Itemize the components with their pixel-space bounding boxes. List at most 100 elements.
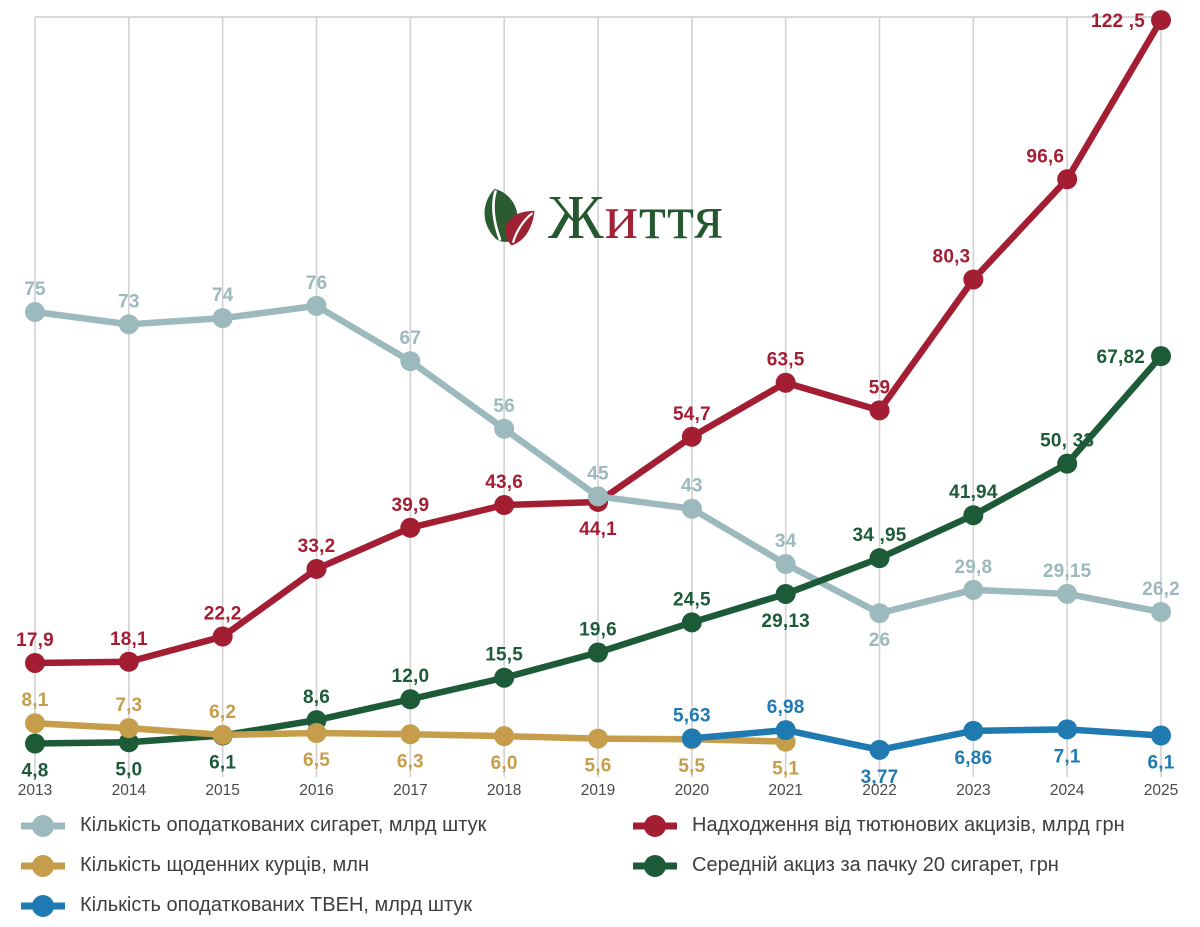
- series-labels-excise-revenue: 17,9 18,1 22,2 33,2 39,9 43,6 44,1 54,7 63,5 59 80…: [16, 11, 1145, 651]
- data-label: 8,1: [21, 690, 48, 711]
- data-label: 43: [681, 476, 703, 497]
- data-label: 6,98: [767, 697, 805, 718]
- data-label: 73: [118, 291, 140, 312]
- data-label: 45: [587, 463, 609, 484]
- legend-label: Надходження від тютюнових акцизів, млрд …: [692, 814, 1125, 836]
- data-point: [1057, 583, 1078, 604]
- data-label: 96,6: [1026, 146, 1064, 167]
- data-label: 5,0: [115, 759, 142, 780]
- legend-marker-icon: [21, 854, 65, 877]
- data-label: 18,1: [110, 629, 148, 650]
- series-labels-daily-smokers: 8,1 7,3 6,2 6,5 6,3 6,0 5,6 5,5 5,1: [21, 690, 799, 779]
- x-axis-label: 2021: [768, 782, 802, 799]
- data-point: [212, 724, 233, 745]
- data-label: 22,2: [204, 604, 242, 625]
- data-label: 6,2: [209, 702, 236, 723]
- logo: Життя: [0, 183, 1200, 253]
- data-point: [494, 495, 515, 516]
- data-point: [306, 558, 327, 579]
- data-label: 19,6: [579, 620, 617, 641]
- x-axis-label: 2023: [956, 782, 990, 799]
- data-point: [118, 718, 139, 739]
- data-point: [963, 269, 984, 290]
- data-point: [681, 426, 702, 447]
- data-point: [306, 295, 327, 316]
- data-point: [25, 733, 45, 754]
- x-axis-label: 2015: [205, 782, 239, 799]
- legend-marker-icon: [633, 854, 677, 877]
- data-point: [118, 651, 139, 672]
- legend-label: Кількість оподаткованих ТВЕН, млрд штук: [80, 894, 473, 916]
- data-point: [118, 732, 139, 753]
- legend-label: Середній акциз за пачку 20 сигарет, грн: [692, 854, 1059, 876]
- data-point: [212, 626, 233, 647]
- data-label: 29,8: [954, 557, 992, 578]
- leaf-icon: [484, 188, 535, 246]
- data-point: [775, 720, 796, 741]
- data-label: 75: [24, 279, 46, 300]
- x-axis-label: 2013: [18, 782, 52, 799]
- data-point: [494, 726, 515, 747]
- data-label: 63,5: [767, 350, 805, 371]
- data-label: 76: [306, 273, 328, 294]
- data-point: [400, 724, 421, 745]
- data-label: 34 ,95: [852, 525, 906, 546]
- data-point: [494, 418, 515, 439]
- logo-text-part: ття: [638, 184, 724, 252]
- data-label: 29,15: [1043, 561, 1092, 582]
- data-label: 7,1: [1054, 746, 1081, 767]
- data-label: 6,1: [209, 753, 236, 774]
- data-point: [400, 351, 421, 372]
- data-point: [963, 720, 984, 741]
- data-label: 80,3: [933, 246, 971, 267]
- series-labels-taxed-cigarettes: 75 73 74 76 67 56 45 43 34 26 29,8 29,15 26,2: [24, 273, 1179, 651]
- data-point: [1151, 10, 1171, 31]
- data-label: 26: [869, 630, 891, 651]
- legend-column-left: Кількість оподаткованих сигарет, млрд шт…: [20, 812, 486, 927]
- data-point: [775, 554, 796, 575]
- data-point: [869, 739, 890, 760]
- legend-label: Кількість щоденних курців, млн: [80, 854, 370, 876]
- data-point: [1151, 725, 1171, 746]
- data-label: 39,9: [391, 495, 429, 516]
- legend-marker-icon: [21, 814, 65, 837]
- data-point: [681, 498, 702, 519]
- line-chart: 17,9 18,1 22,2 33,2 39,9 43,6 44,1 54,7 63,5 59 80…: [16, 10, 1180, 799]
- data-point: [25, 302, 45, 323]
- data-point: [775, 583, 796, 604]
- logo-text: Життя: [548, 187, 724, 249]
- data-label: 44,1: [579, 519, 617, 540]
- data-label: 33,2: [298, 536, 336, 557]
- data-label: 56: [493, 396, 515, 417]
- data-point: [681, 612, 702, 633]
- data-label: 54,7: [673, 404, 711, 425]
- x-axis-label: 2018: [487, 782, 521, 799]
- series-labels-avg-excise-pack: 4,8 5,0 6,1 8,6 12,0 15,5 19,6 24,5 29,13 34 ,95 4…: [21, 347, 1144, 781]
- x-axis-label: 2017: [393, 782, 427, 799]
- data-label: 6,0: [491, 753, 518, 774]
- data-point: [869, 548, 890, 569]
- data-point: [588, 642, 608, 663]
- data-label: 4,8: [21, 760, 48, 781]
- data-label: 6,1: [1147, 753, 1174, 774]
- data-label: 43,6: [485, 472, 523, 493]
- x-axis-label: 2022: [862, 782, 896, 799]
- data-point: [25, 652, 45, 673]
- legend-item-excise-revenue: Надходження від тютюнових акцизів, млрд …: [632, 812, 1125, 839]
- logo-text-part: и: [604, 184, 639, 252]
- x-axis-label: 2014: [112, 782, 147, 799]
- data-point: [869, 603, 890, 624]
- data-point: [400, 517, 421, 538]
- data-point: [118, 314, 139, 335]
- data-label: 15,5: [485, 645, 523, 666]
- data-label: 5,5: [678, 756, 705, 777]
- data-label: 5,63: [673, 705, 711, 726]
- logo-text-part: Ж: [548, 184, 605, 252]
- data-label: 67: [400, 328, 422, 349]
- data-label: 50, 33: [1040, 431, 1094, 452]
- data-point: [212, 308, 233, 329]
- legend-column-right: Надходження від тютюнових акцизів, млрд …: [632, 812, 1125, 892]
- data-point: [1057, 719, 1078, 740]
- data-point: [588, 728, 608, 749]
